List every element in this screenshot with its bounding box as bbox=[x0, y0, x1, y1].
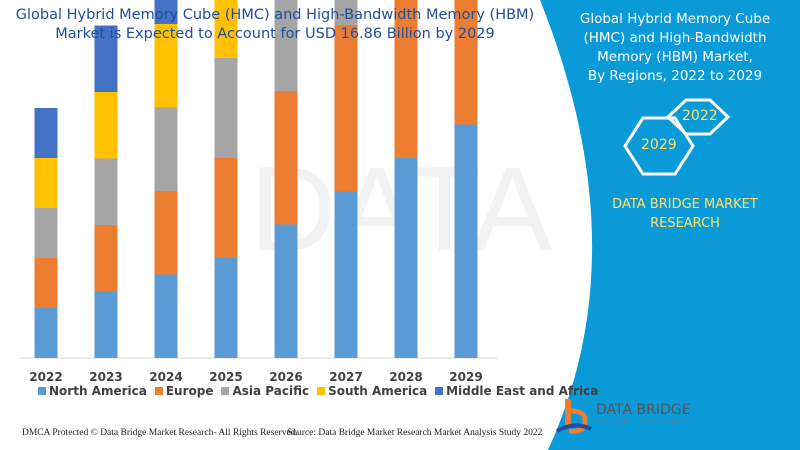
logo-text: DATA BRIDGE bbox=[596, 402, 691, 418]
bar-segment bbox=[94, 225, 118, 292]
title-line: Market is Expected to Account for USD 16… bbox=[55, 26, 495, 42]
legend-label: Middle East and Africa bbox=[446, 384, 599, 398]
bar-segment bbox=[334, 191, 358, 358]
bar-segment bbox=[34, 258, 58, 308]
bar-segment bbox=[34, 208, 58, 258]
legend-swatch bbox=[38, 387, 46, 395]
bar-segment bbox=[154, 0, 178, 24]
legend-item: Europe bbox=[154, 384, 214, 398]
legend-item: Asia Pacific bbox=[221, 384, 309, 398]
x-tick-label: 2024 bbox=[149, 370, 182, 384]
legend-swatch bbox=[317, 387, 326, 395]
chart-title: Global Hybrid Memory Cube (HMC) and High… bbox=[10, 6, 540, 44]
brand-line: RESEARCH bbox=[650, 216, 720, 231]
bar-segment bbox=[334, 25, 358, 192]
bar-segment bbox=[214, 58, 238, 158]
title-line: Global Hybrid Memory Cube (HMC) and High… bbox=[15, 7, 535, 23]
brand-text: DATA BRIDGE MARKET RESEARCH bbox=[600, 195, 770, 233]
bar-segment bbox=[454, 0, 478, 125]
logo-subtext: MARKET RESEARCH bbox=[597, 419, 692, 425]
legend-item: South America bbox=[317, 384, 427, 398]
legend-item: Middle East and Africa bbox=[435, 384, 598, 398]
side-title-line: Global Hybrid Memory Cube bbox=[579, 11, 771, 27]
legend-swatch bbox=[154, 387, 163, 395]
logo-icon bbox=[556, 399, 592, 434]
bar-segment bbox=[94, 25, 118, 92]
x-tick-label: 2025 bbox=[209, 370, 242, 384]
hexagon-2029 bbox=[623, 116, 695, 176]
bar-segment bbox=[394, 158, 418, 358]
legend-label: South America bbox=[328, 384, 428, 398]
bar-segment bbox=[94, 291, 118, 358]
bar-segment bbox=[34, 158, 58, 208]
bar-segment bbox=[34, 308, 58, 358]
side-title-line: Memory (HBM) Market, bbox=[597, 49, 753, 65]
bar-segment bbox=[454, 124, 478, 358]
hex-label-2022: 2022 bbox=[682, 108, 718, 124]
hex-label-2029: 2029 bbox=[641, 137, 677, 153]
brand-line: DATA BRIDGE MARKET bbox=[612, 197, 758, 212]
x-tick-label: 2023 bbox=[89, 370, 122, 384]
x-tick-label: 2028 bbox=[389, 370, 422, 384]
bar-segment bbox=[274, 91, 298, 225]
bar-segment bbox=[154, 191, 178, 275]
bar-segment bbox=[94, 158, 118, 225]
side-panel bbox=[540, 0, 800, 450]
footer-copyright: DMCA Protected © Data Bridge Market Rese… bbox=[22, 428, 298, 438]
bar-segment bbox=[94, 92, 118, 159]
x-tick-label: 2022 bbox=[29, 370, 62, 384]
bar-segment bbox=[214, 0, 238, 58]
legend: North America Europe Asia Pacific South Ame… bbox=[38, 384, 598, 398]
bar-segment bbox=[154, 274, 178, 358]
bar-segment bbox=[394, 0, 418, 158]
legend-label: Asia Pacific bbox=[232, 384, 310, 398]
bar-segment bbox=[154, 24, 178, 108]
bar-segment bbox=[214, 158, 238, 258]
bar-segment bbox=[274, 224, 298, 358]
x-tick-label: 2026 bbox=[269, 370, 302, 384]
bar-segment bbox=[154, 107, 178, 191]
side-title-line: (HMC) and High-Bandwidth bbox=[583, 30, 767, 46]
x-tick-label: 2029 bbox=[449, 370, 482, 384]
bar-segment bbox=[334, 0, 358, 25]
bar-segment bbox=[34, 108, 58, 158]
legend-label: North America bbox=[49, 384, 147, 398]
legend-swatch bbox=[221, 387, 230, 395]
footer-source: Source: Data Bridge Market Research Mark… bbox=[287, 428, 543, 438]
x-tick-label: 2027 bbox=[329, 370, 362, 384]
legend-swatch bbox=[435, 387, 444, 395]
side-title: Global Hybrid Memory Cube (HMC) and High… bbox=[560, 10, 790, 86]
bar-segment bbox=[274, 0, 298, 91]
bar-segment bbox=[214, 258, 238, 358]
legend-item: North America bbox=[38, 384, 147, 398]
side-title-line: By Regions, 2022 to 2029 bbox=[587, 68, 763, 84]
legend-label: Europe bbox=[165, 384, 214, 398]
